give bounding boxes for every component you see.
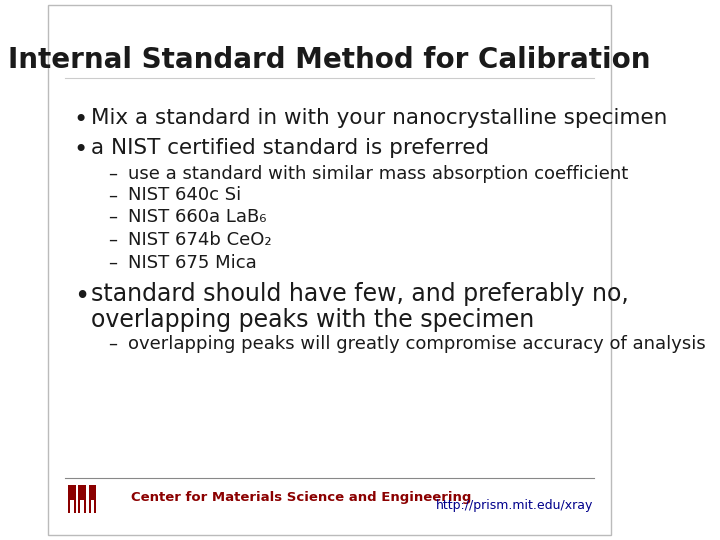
Bar: [68, 485, 76, 513]
Text: NIST 674b CeO₂: NIST 674b CeO₂: [128, 231, 272, 249]
Text: overlapping peaks with the specimen: overlapping peaks with the specimen: [91, 308, 534, 332]
Text: •: •: [74, 284, 89, 309]
Text: –: –: [108, 186, 117, 204]
Text: –: –: [108, 231, 117, 249]
Text: use a standard with similar mass absorption coefficient: use a standard with similar mass absorpt…: [128, 165, 629, 183]
Bar: [70, 501, 73, 513]
Text: Center for Materials Science and Engineering: Center for Materials Science and Enginee…: [131, 491, 472, 504]
Bar: [89, 485, 96, 513]
Text: Mix a standard in with your nanocrystalline specimen: Mix a standard in with your nanocrystall…: [91, 108, 667, 128]
Text: NIST 660a LaB₆: NIST 660a LaB₆: [128, 208, 267, 226]
Text: overlapping peaks will greatly compromise accuracy of analysis: overlapping peaks will greatly compromis…: [128, 335, 706, 353]
Text: –: –: [108, 208, 117, 226]
Text: •: •: [74, 138, 88, 161]
Text: –: –: [108, 254, 117, 272]
Bar: [78, 485, 86, 513]
Text: Internal Standard Method for Calibration: Internal Standard Method for Calibration: [8, 46, 651, 74]
Text: a NIST certified standard is preferred: a NIST certified standard is preferred: [91, 138, 489, 158]
Text: –: –: [108, 165, 117, 183]
Bar: [81, 501, 84, 513]
Text: NIST 675 Mica: NIST 675 Mica: [128, 254, 257, 272]
Text: NIST 640c Si: NIST 640c Si: [128, 186, 242, 204]
Text: –: –: [108, 335, 117, 353]
Bar: [91, 501, 94, 513]
Text: http://prism.mit.edu/xray: http://prism.mit.edu/xray: [436, 500, 593, 512]
Text: •: •: [74, 108, 88, 132]
Text: standard should have few, and preferably no,: standard should have few, and preferably…: [91, 282, 629, 306]
